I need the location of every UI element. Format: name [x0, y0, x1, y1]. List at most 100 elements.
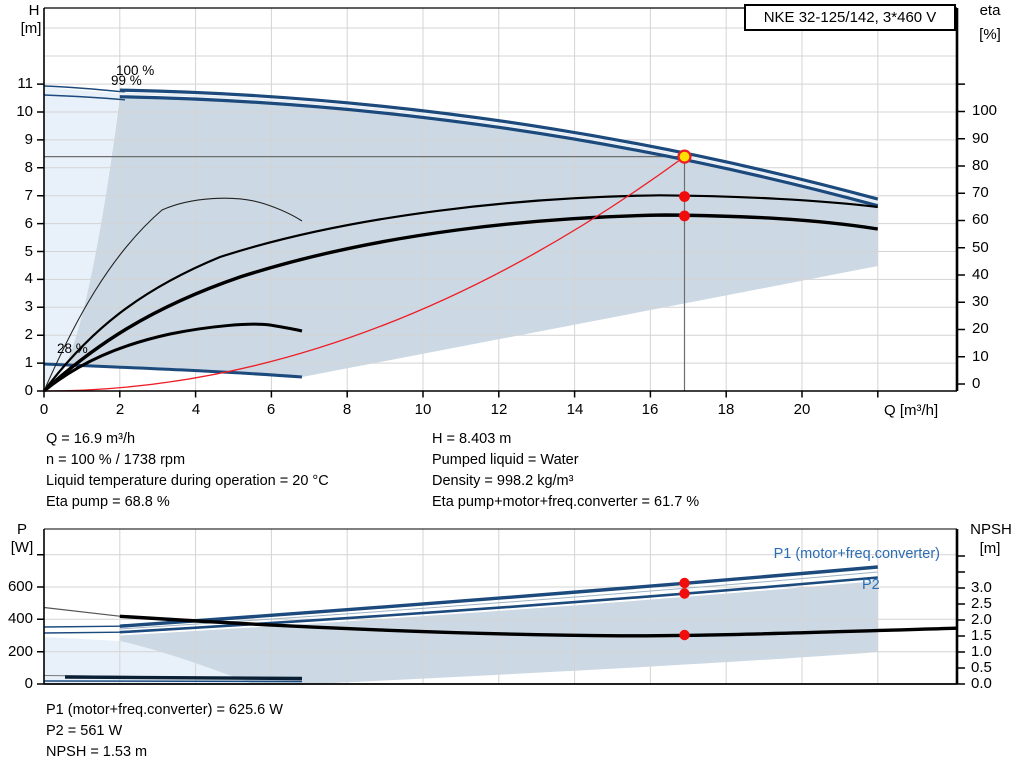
bottom-grid-vertical [119, 529, 879, 684]
result-p2: P2 = 561 W [46, 723, 123, 739]
eta-axis-title: eta [979, 2, 1001, 19]
p2-marker [679, 588, 690, 599]
p1-marker [679, 577, 690, 589]
h-tick-label: 2 [24, 326, 33, 343]
speed-label-28: 28 % [57, 341, 88, 356]
info-density: Density = 998.2 kg/m³ [432, 473, 574, 489]
h-tick-label: 4 [24, 270, 33, 287]
h-tick-label: 3 [24, 298, 33, 315]
p2-curve-start [43, 631, 122, 634]
bottom-right-axis-ticks [957, 555, 965, 685]
qh-curve-start-99pct [43, 94, 126, 101]
npsh-marker [679, 629, 690, 641]
p1-curve [119, 565, 878, 628]
info-liquid-temp: Liquid temperature during operation = 20… [46, 473, 329, 489]
h-tick-label: 5 [24, 243, 33, 260]
q-axis-title: Q [m³/h] [884, 402, 939, 419]
p1-curve-start [43, 625, 122, 628]
info-h: H = 8.403 m [432, 431, 512, 447]
qh-curve-stripe-gap [119, 92, 879, 204]
result-p1: P1 (motor+freq.converter) = 625.6 W [46, 702, 283, 718]
x-tick-label: 20 [793, 401, 811, 418]
npsh-tick-label: 2.0 [971, 611, 992, 628]
h-tick-label: 11 [17, 75, 33, 92]
eta-tick-label: 0 [972, 375, 981, 392]
result-npsh: NPSH = 1.53 m [46, 744, 148, 760]
power-light-region [44, 637, 253, 684]
npsh-axis-title: NPSH [970, 521, 1012, 538]
x-tick-label: 2 [115, 401, 125, 418]
x-tick-label: 18 [717, 401, 735, 418]
info-q: Q = 16.9 m³/h [46, 431, 136, 447]
x-tick-label: 8 [342, 401, 352, 418]
envelope-light-region [44, 87, 120, 391]
eta-pump-curve [43, 194, 878, 392]
x-tick-label: 10 [414, 401, 432, 418]
h-tick-label: 7 [24, 187, 33, 204]
eta-tick-label: 10 [972, 348, 989, 365]
npsh-tick-label: 2.5 [971, 595, 992, 612]
npsh-tick-label: 1.5 [971, 627, 992, 644]
eta-total-reduced-curve [43, 322, 303, 393]
x-tick-label: 4 [191, 401, 201, 418]
x-tick-label: 6 [266, 401, 276, 418]
h-tick-label: 1 [24, 354, 33, 371]
h-tick-label: 8 [24, 159, 33, 176]
eta-tick-label: 60 [972, 211, 989, 228]
eta-tick-label: 40 [972, 266, 989, 283]
p-tick-label: 400 [7, 610, 33, 627]
top-right-axis-ticks [957, 83, 965, 385]
qh-curve-lower-stripe [119, 95, 879, 208]
top-x-axis-ticks [43, 391, 879, 398]
p2-curve-label: P2 [862, 577, 880, 593]
pump-title-box: NKE 32-125/142, 3*460 V [744, 4, 956, 31]
qh-curve-upper-stripe [119, 88, 879, 201]
info-eta-total: Eta pump+motor+freq.converter = 61.7 % [432, 494, 700, 510]
npsh-axis-unit: [m] [979, 540, 1001, 557]
x-tick-label: 16 [641, 401, 659, 418]
eta-tick-label: 80 [972, 157, 989, 174]
duty-point-marker [677, 149, 692, 164]
p-tick-label: 0 [24, 675, 33, 692]
bottom-grid-horizontal [44, 554, 957, 653]
x-tick-label: 0 [39, 401, 49, 418]
h-tick-label: 9 [24, 131, 33, 148]
eta-tick-label: 30 [972, 293, 989, 310]
eta-tick-label: 70 [972, 184, 989, 201]
h-tick-label: 6 [24, 215, 33, 232]
x-tick-label: 14 [566, 401, 584, 418]
speed-label-99: 99 % [111, 73, 142, 88]
info-eta-pump: Eta pump = 68.8 % [46, 494, 170, 510]
x-tick-label: 12 [490, 401, 508, 418]
npsh-tick-label: 1.0 [971, 643, 992, 660]
p-axis-title: P [16, 521, 27, 538]
p2-curve [119, 576, 878, 634]
affinity-parabola-red [43, 156, 685, 392]
info-n: n = 100 % / 1738 rpm [46, 452, 186, 468]
eta-tick-label: 20 [972, 320, 989, 337]
eta-axis-unit: [%] [979, 26, 1001, 43]
eta-tick-label: 90 [972, 130, 989, 147]
npsh-curve [119, 614, 958, 638]
p28-power-line [64, 675, 303, 681]
eta-total-curve [42, 213, 879, 393]
npsh-tick-label: 0.5 [971, 659, 992, 676]
info-pumped-liquid: Pumped liquid = Water [432, 452, 579, 468]
h-tick-label: 10 [16, 103, 33, 120]
h-tick-label: 0 [24, 382, 33, 399]
eta-tick-label: 50 [972, 239, 989, 256]
npsh-tick-label: 3.0 [971, 579, 992, 596]
eta-tick-label: 100 [972, 102, 998, 119]
top-left-axis-ticks [37, 83, 44, 392]
eta-pump-reduced-curve [43, 197, 303, 392]
p28-power-line-blue [43, 680, 303, 683]
p-tick-label: 200 [7, 643, 33, 660]
p1-curve-label: P1 (motor+freq.converter) [773, 546, 940, 562]
h-axis-title: H [28, 2, 40, 19]
speed-label-100: 100 % [116, 63, 155, 78]
eta-pump-marker [679, 191, 690, 202]
eta-total-marker [679, 210, 690, 222]
qh-curve-28pct [43, 362, 303, 379]
